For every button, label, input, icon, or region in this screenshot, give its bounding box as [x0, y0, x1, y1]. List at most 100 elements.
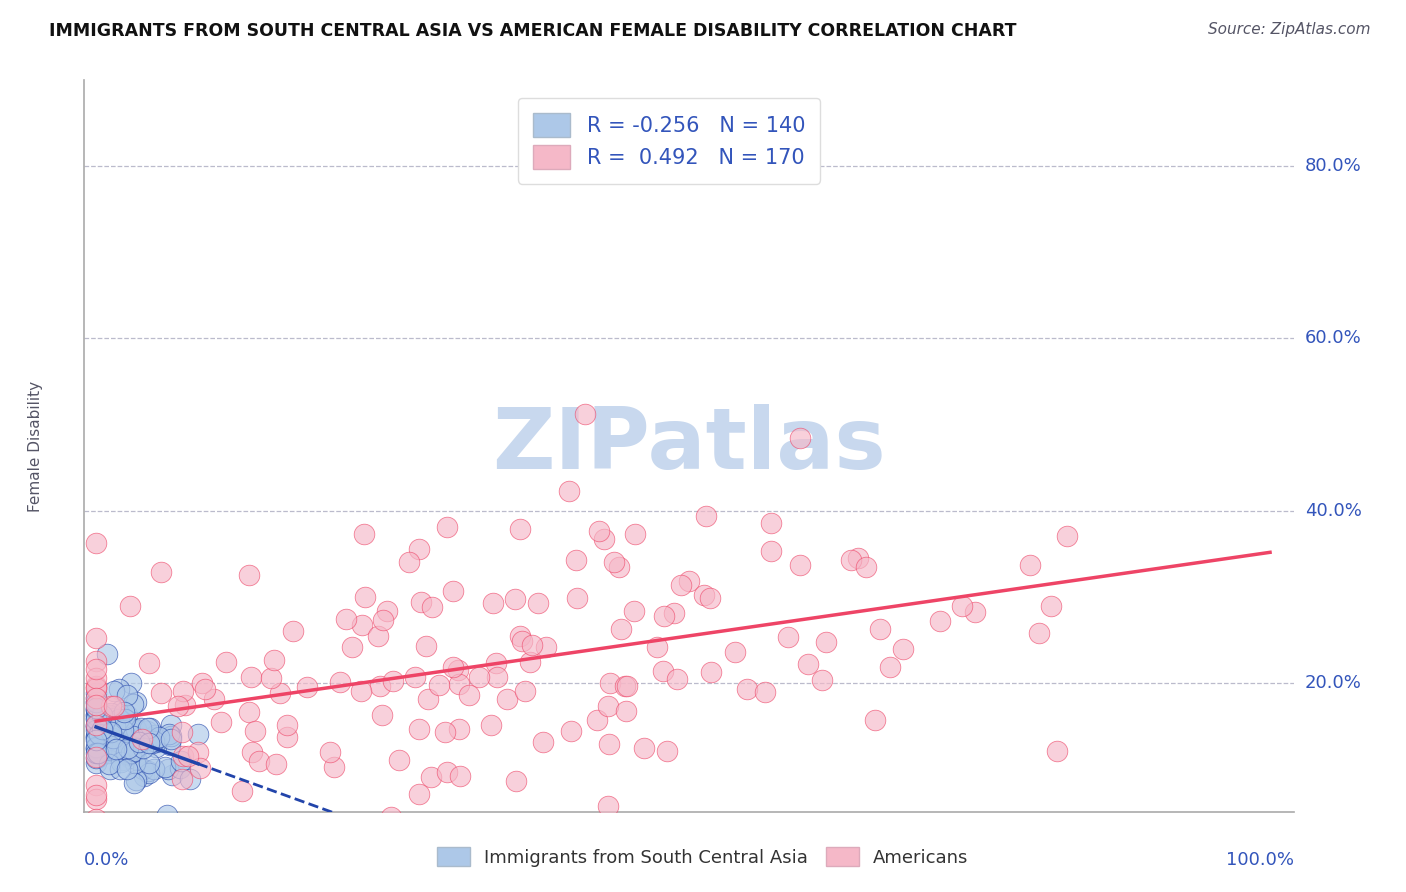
Point: [276, 717, 298, 731]
Point: [264, 756, 287, 771]
Point: [103, 684, 125, 698]
Point: [131, 731, 153, 746]
Point: [84, 632, 107, 646]
Point: [84, 686, 107, 700]
Point: [117, 747, 139, 762]
Point: [114, 733, 136, 747]
Text: 0.0%: 0.0%: [84, 851, 129, 869]
Point: [84, 679, 107, 693]
Point: [159, 718, 181, 732]
Point: [138, 731, 160, 746]
Point: [427, 678, 450, 692]
Point: [143, 762, 166, 776]
Point: [855, 559, 877, 574]
Point: [811, 673, 834, 688]
Point: [84, 695, 107, 709]
Point: [436, 520, 458, 534]
Point: [176, 748, 198, 763]
Point: [84, 720, 107, 734]
Point: [101, 723, 124, 738]
Point: [136, 721, 159, 735]
Point: [645, 640, 668, 654]
Point: [505, 773, 527, 788]
Point: [120, 747, 142, 761]
Point: [84, 707, 107, 722]
Point: [90, 708, 112, 723]
Point: [121, 732, 143, 747]
Point: [117, 741, 139, 756]
Point: [879, 660, 901, 674]
Point: [209, 714, 232, 729]
Point: [295, 680, 318, 694]
Point: [84, 707, 107, 722]
Point: [145, 735, 167, 749]
Point: [129, 721, 152, 735]
Point: [87, 750, 110, 764]
Point: [103, 699, 125, 714]
Point: [84, 746, 107, 760]
Point: [797, 657, 820, 671]
Point: [96, 647, 118, 661]
Point: [596, 699, 619, 714]
Point: [350, 684, 373, 698]
Point: [447, 663, 470, 677]
Point: [105, 745, 128, 759]
Point: [616, 679, 638, 693]
Point: [669, 578, 692, 592]
Point: [388, 753, 411, 767]
Legend: R = -0.256   N = 140, R =  0.492   N = 170: R = -0.256 N = 140, R = 0.492 N = 170: [517, 98, 820, 184]
Point: [84, 739, 107, 754]
Point: [231, 784, 253, 798]
Point: [531, 735, 554, 749]
Point: [215, 655, 238, 669]
Point: [665, 672, 688, 686]
Point: [352, 618, 374, 632]
Point: [136, 723, 159, 738]
Point: [479, 717, 502, 731]
Point: [249, 847, 271, 861]
Point: [202, 691, 225, 706]
Point: [86, 690, 108, 705]
Point: [259, 671, 281, 685]
Point: [179, 772, 201, 787]
Point: [599, 676, 621, 690]
Point: [117, 742, 139, 756]
Point: [368, 680, 391, 694]
Point: [148, 730, 170, 744]
Text: 100.0%: 100.0%: [1226, 851, 1294, 869]
Point: [420, 600, 443, 615]
Point: [124, 732, 146, 747]
Point: [398, 555, 420, 569]
Point: [754, 685, 776, 699]
Point: [107, 712, 129, 726]
Point: [522, 638, 544, 652]
Point: [652, 609, 675, 624]
Point: [624, 527, 647, 541]
Point: [107, 724, 129, 739]
Point: [353, 527, 375, 541]
Point: [160, 729, 183, 743]
Point: [104, 743, 127, 757]
Point: [84, 730, 107, 744]
Point: [84, 698, 107, 712]
Point: [100, 717, 122, 731]
Point: [269, 685, 291, 699]
Point: [131, 729, 153, 743]
Point: [84, 717, 107, 731]
Point: [120, 847, 142, 861]
Point: [117, 748, 139, 763]
Point: [125, 722, 148, 736]
Point: [100, 725, 122, 739]
Point: [108, 762, 131, 776]
Point: [159, 738, 181, 752]
Point: [371, 613, 394, 627]
Point: [565, 553, 588, 567]
Point: [789, 431, 811, 445]
Point: [695, 509, 717, 524]
Point: [170, 772, 193, 787]
Point: [125, 723, 148, 738]
Point: [93, 712, 115, 726]
Point: [134, 769, 156, 783]
Point: [172, 748, 194, 763]
Point: [98, 743, 121, 757]
